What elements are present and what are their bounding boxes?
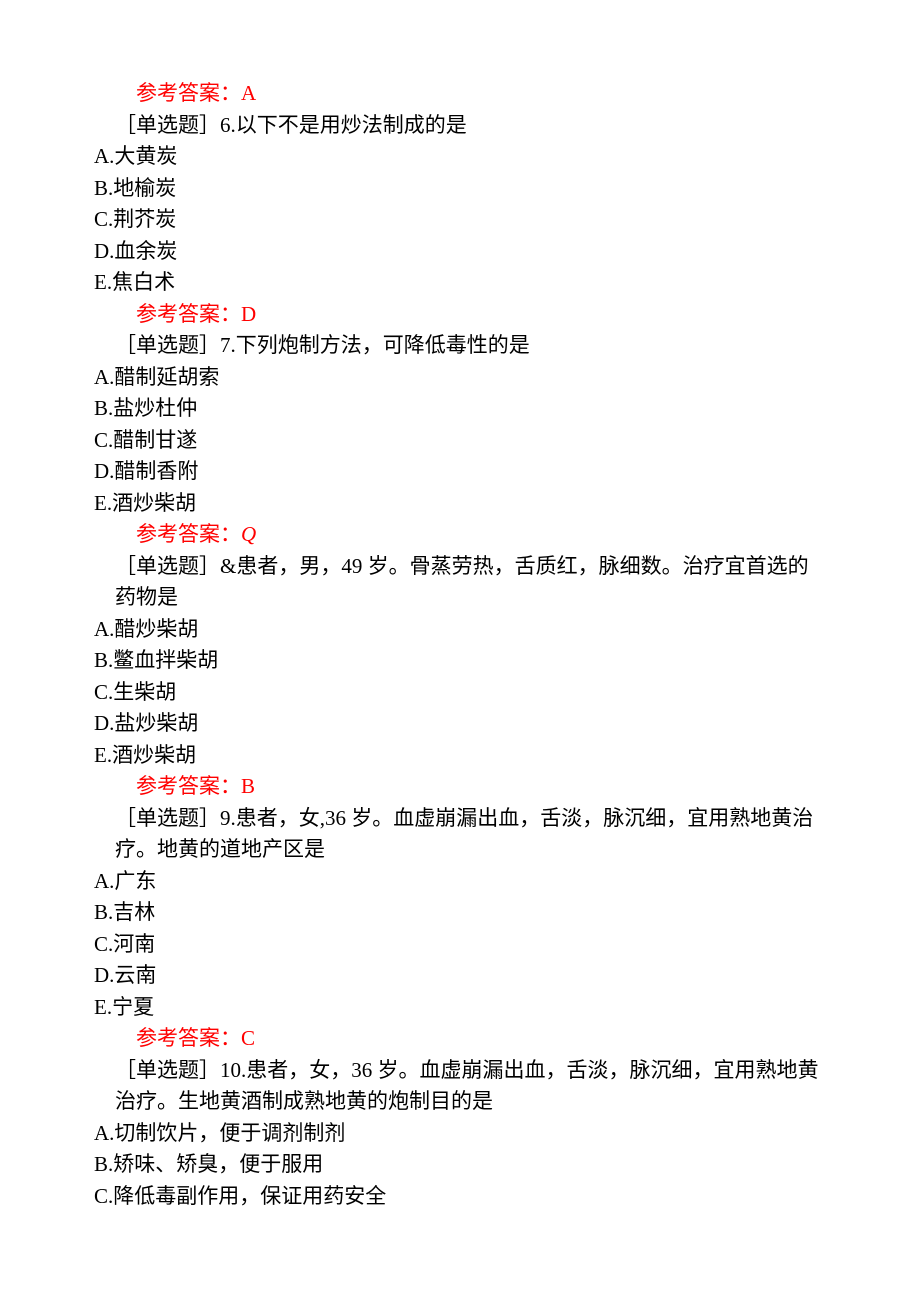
q5-answer: A <box>241 81 256 105</box>
q8-stem-line: ［单选题］&患者，男，49 岁。骨蒸劳热，舌质红，脉细数。治疗宜首选的药物是 <box>94 551 826 614</box>
q8-answer: B <box>241 774 255 798</box>
q6-answer-line: 参考答案：D <box>94 299 826 331</box>
q7-option-b: B.盐炒杜仲 <box>94 393 826 425</box>
q9-answer: C <box>241 1026 255 1050</box>
q7-option-a: A.醋制延胡索 <box>94 362 826 394</box>
q6-option-e: E.焦白术 <box>94 267 826 299</box>
q8-option-b: B.鳖血拌柴胡 <box>94 645 826 677</box>
question-type-prefix: ［单选题］ <box>115 333 220 357</box>
q9-option-b: B.吉林 <box>94 897 826 929</box>
q9-option-e: E.宁夏 <box>94 992 826 1024</box>
q9-option-d: D.云南 <box>94 960 826 992</box>
q7-option-c: C.醋制甘遂 <box>94 425 826 457</box>
answer-label: 参考答案： <box>136 1026 241 1050</box>
q6-option-a: A.大黄炭 <box>94 141 826 173</box>
q8-option-d: D.盐炒柴胡 <box>94 708 826 740</box>
q10-option-b: B.矫味、矫臭，便于服用 <box>94 1149 826 1181</box>
q7-stem: 7.下列炮制方法，可降低毒性的是 <box>220 333 530 357</box>
q6-stem-line: ［单选题］6.以下不是用炒法制成的是 <box>94 110 826 142</box>
answer-label: 参考答案： <box>136 774 241 798</box>
q9-option-a: A.广东 <box>94 866 826 898</box>
q8-option-e: E.酒炒柴胡 <box>94 740 826 772</box>
question-type-prefix: ［单选题］ <box>115 806 220 830</box>
q8-stem: &患者，男，49 岁。骨蒸劳热，舌质红，脉细数。治疗宜首选的药物是 <box>115 554 809 610</box>
q10-stem: 10.患者，女，36 岁。血虚崩漏出血，舌淡，脉沉细，宜用熟地黄治疗。生地黄酒制… <box>115 1058 819 1114</box>
q7-option-e: E.酒炒柴胡 <box>94 488 826 520</box>
q9-stem-line: ［单选题］9.患者，女,36 岁。血虚崩漏出血，舌淡，脉沉细，宜用熟地黄治疗。地… <box>94 803 826 866</box>
answer-label: 参考答案： <box>136 302 241 326</box>
question-type-prefix: ［单选题］ <box>115 554 220 578</box>
q10-option-a: A.切制饮片，便于调剂制剂 <box>94 1118 826 1150</box>
q9-option-c: C.河南 <box>94 929 826 961</box>
question-type-prefix: ［单选题］ <box>115 1058 220 1082</box>
q6-stem: 6.以下不是用炒法制成的是 <box>220 113 467 137</box>
q7-answer: Q <box>241 522 256 546</box>
q7-answer-line: 参考答案：Q <box>94 519 826 551</box>
q10-stem-line: ［单选题］10.患者，女，36 岁。血虚崩漏出血，舌淡，脉沉细，宜用熟地黄治疗。… <box>94 1055 826 1118</box>
q6-option-d: D.血余炭 <box>94 236 826 268</box>
q8-option-a: A.醋炒柴胡 <box>94 614 826 646</box>
q9-stem: 9.患者，女,36 岁。血虚崩漏出血，舌淡，脉沉细，宜用熟地黄治疗。地黄的道地产… <box>115 806 813 862</box>
q6-option-b: B.地榆炭 <box>94 173 826 205</box>
q10-option-c: C.降低毒副作用，保证用药安全 <box>94 1181 826 1213</box>
q7-option-d: D.醋制香附 <box>94 456 826 488</box>
q8-answer-line: 参考答案：B <box>94 771 826 803</box>
q7-stem-line: ［单选题］7.下列炮制方法，可降低毒性的是 <box>94 330 826 362</box>
question-type-prefix: ［单选题］ <box>115 113 220 137</box>
answer-label: 参考答案： <box>136 81 241 105</box>
page-content: 参考答案：A ［单选题］6.以下不是用炒法制成的是 A.大黄炭 B.地榆炭 C.… <box>0 0 920 1301</box>
q6-option-c: C.荆芥炭 <box>94 204 826 236</box>
answer-label: 参考答案： <box>136 522 241 546</box>
q5-answer-line: 参考答案：A <box>94 78 826 110</box>
q8-option-c: C.生柴胡 <box>94 677 826 709</box>
q9-answer-line: 参考答案：C <box>94 1023 826 1055</box>
q6-answer: D <box>241 302 256 326</box>
